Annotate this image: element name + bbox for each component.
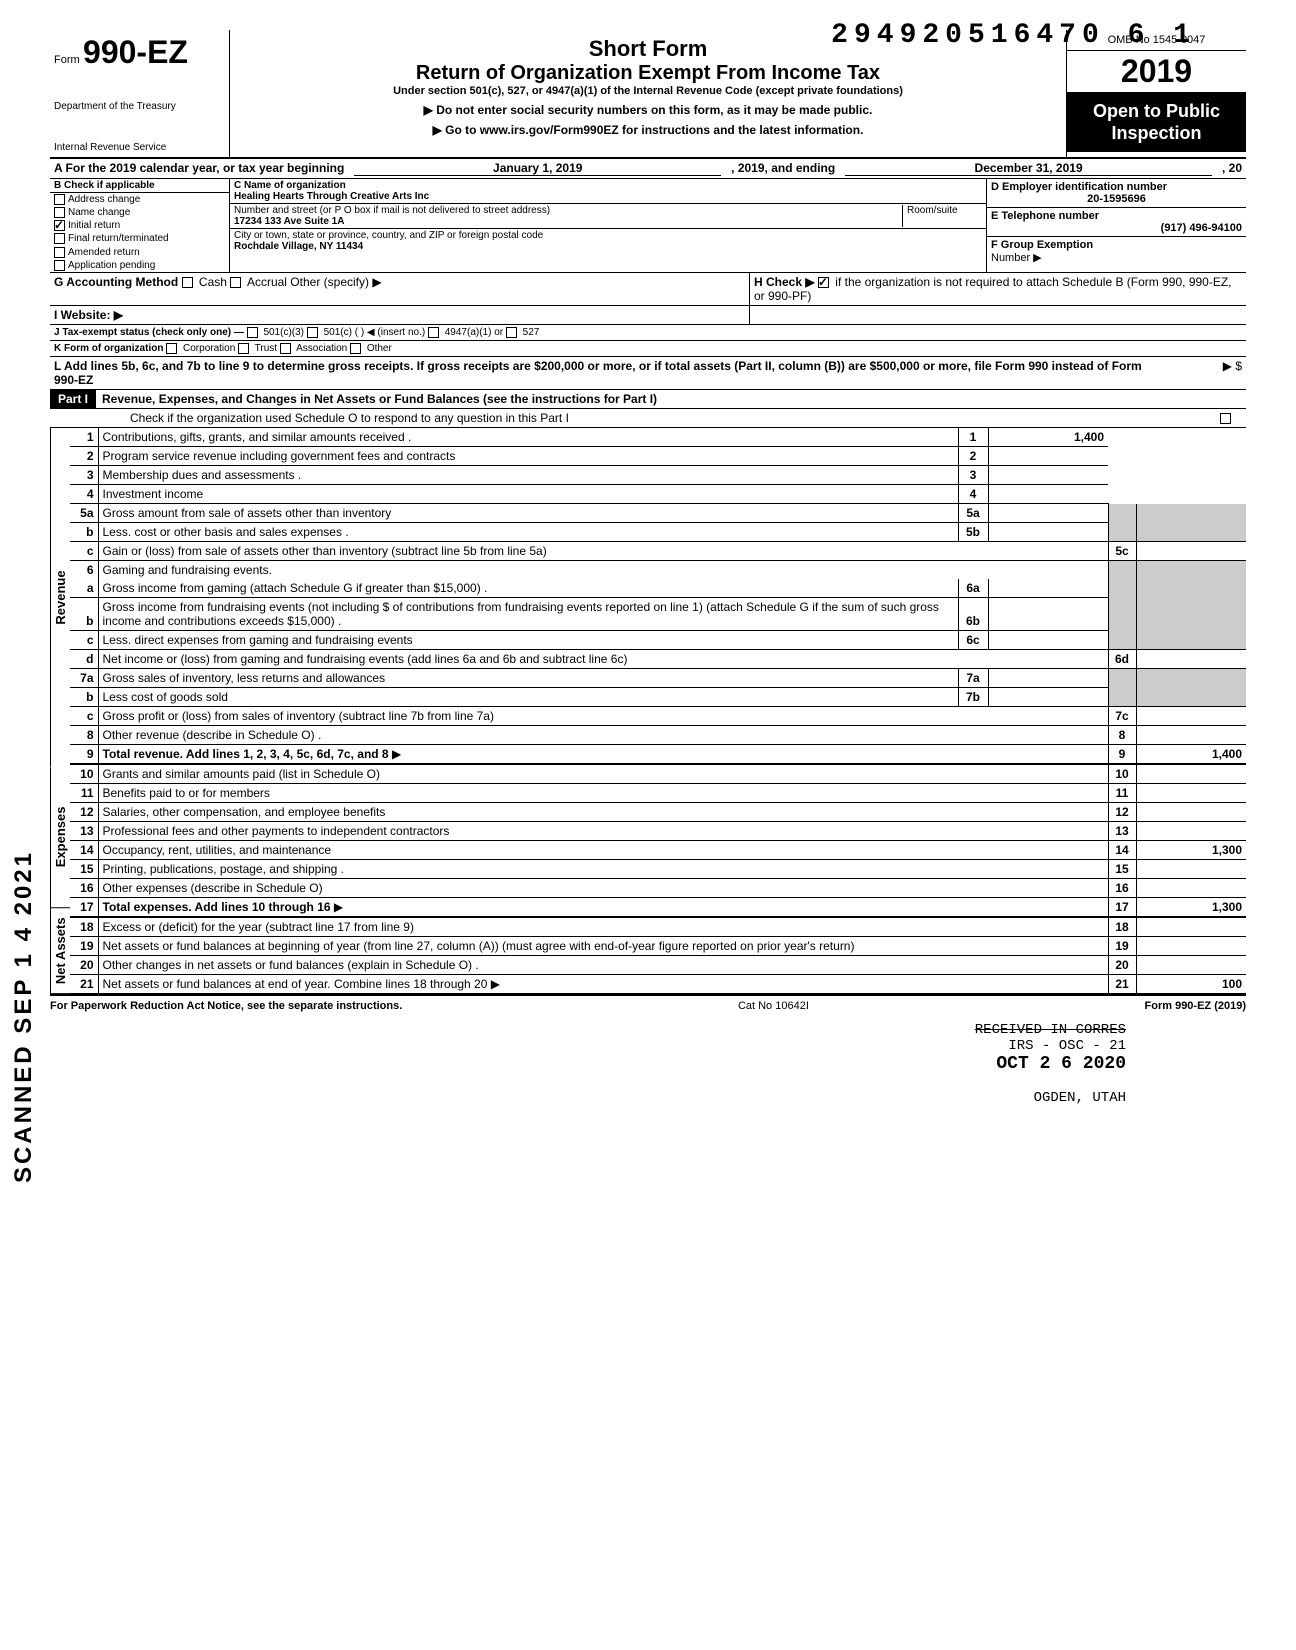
part-1-check-text: Check if the organization used Schedule … [50,409,1216,427]
i-label: I Website: ▶ [50,306,750,324]
lbl-final-return: Final return/terminated [68,234,169,245]
check-name-change[interactable] [54,207,65,218]
check-assoc[interactable] [280,343,291,354]
part-1-check-row: Check if the organization used Schedule … [50,409,1246,428]
e-label: E Telephone number [991,210,1099,222]
scanned-stamp: SCANNED SEP 1 4 2021 [10,850,38,1183]
row-j: J Tax-exempt status (check only one) — 5… [50,325,1246,341]
line-a-mid: , 2019, and ending [731,161,835,176]
form-prefix: Form [54,54,80,66]
section-bcdef: B Check if applicable Address change Nam… [50,179,1246,273]
part-1-title: Revenue, Expenses, and Changes in Net As… [96,390,663,408]
c-label: C Name of organization [234,180,346,191]
expenses-vert-label: Expenses [50,767,70,908]
dln-stamp: 294920516470 6 1 [831,20,1196,51]
phone: (917) 496-94100 [991,222,1242,234]
check-trust[interactable] [238,343,249,354]
tax-year: 20201919 [1067,51,1246,93]
lbl-initial-return: Initial return [68,220,120,231]
return-title: Return of Organization Exempt From Incom… [236,62,1060,85]
row-i: I Website: ▶ [50,306,1246,325]
room-label: Room/suite [902,205,982,227]
check-527[interactable] [506,327,517,338]
lbl-name-change: Name change [68,207,130,218]
instruction-1: ▶ Do not enter social security numbers o… [236,103,1060,117]
form-number: 990-EZ [83,34,188,70]
lbl-pending: Application pending [68,260,155,271]
lbl-corp: Corporation [183,343,235,354]
part-1-header: Part I Revenue, Expenses, and Changes in… [50,390,1246,409]
netassets-vert-label: Net Assets [50,908,70,994]
check-initial-return[interactable] [54,220,65,231]
under-section: Under section 501(c), 527, or 4947(a)(1)… [236,85,1060,97]
instruction-2: ▶ Go to www.irs.gov/Form990EZ for instru… [236,123,1060,137]
tax-year-begin: January 1, 2019 [354,161,721,176]
k-label: K Form of organization [54,343,163,354]
dept-treasury: Department of the Treasury [54,101,225,112]
check-other-org[interactable] [350,343,361,354]
check-schedule-o-part1[interactable] [1220,413,1231,424]
check-corp[interactable] [166,343,177,354]
row-k: K Form of organization Corporation Trust… [50,341,1246,357]
row-l: L Add lines 5b, 6c, and 7b to line 9 to … [50,357,1246,390]
lbl-cash: Cash [199,275,227,289]
check-501c[interactable] [307,327,318,338]
check-cash[interactable] [182,277,193,288]
line-a: A For the 2019 calendar year, or tax yea… [50,159,1246,179]
row-g-h: G Accounting Method Cash Accrual Other (… [50,273,1246,306]
street-address: 17234 133 Ave Suite 1A [234,216,344,227]
lbl-4947: 4947(a)(1) or [445,327,503,338]
lbl-insert: ) ◀ (insert no.) [361,327,425,338]
lbl-other-org: Other [367,343,392,354]
check-final-return[interactable] [54,233,65,244]
tax-year-end: December 31, 2019 [845,161,1212,176]
cat-no: Cat No 10642I [738,1000,809,1012]
lbl-assoc: Association [296,343,347,354]
lbl-501c: 501(c) ( [324,327,358,338]
lines-table: 1Contributions, gifts, grants, and simil… [70,428,1246,994]
lbl-address-change: Address change [68,194,140,205]
lbl-accrual: Accrual [247,275,287,289]
part-1-label: Part I [50,390,96,408]
city-state-zip: Rochdale Village, NY 11434 [234,241,363,252]
lbl-amended: Amended return [68,247,140,258]
check-pending[interactable] [54,260,65,271]
check-accrual[interactable] [230,277,241,288]
b-label: B Check if applicable [50,179,229,193]
check-schedule-b[interactable] [818,277,829,288]
f-label2: Number ▶ [991,252,1042,264]
check-4947[interactable] [428,327,439,338]
paperwork-notice: For Paperwork Reduction Act Notice, see … [50,1000,402,1012]
line-a-prefix: A For the 2019 calendar year, or tax yea… [54,161,344,176]
city-label: City or town, state or province, country… [234,230,543,241]
received-stamp: RECEIVED IN CORRES IRS - OSC - 21 OCT 2 … [50,1022,1246,1106]
check-address-change[interactable] [54,194,65,205]
l-text: L Add lines 5b, 6c, and 7b to line 9 to … [54,359,1142,387]
f-label: F Group Exemption [991,239,1093,251]
line-a-suffix: , 20 [1222,161,1242,176]
lbl-other-method: Other (specify) ▶ [290,275,381,289]
addr-label: Number and street (or P O box if mail is… [234,205,550,216]
lbl-trust: Trust [255,343,277,354]
open-to-public: Open to Public Inspection [1067,93,1246,152]
page-footer: For Paperwork Reduction Act Notice, see … [50,996,1246,1012]
form-ref: Form 990-EZ (2019) [1145,1000,1246,1012]
dept-irs: Internal Revenue Service [54,142,225,153]
revenue-vert-label: Revenue [50,428,70,767]
check-501c3[interactable] [247,327,258,338]
org-name: Healing Hearts Through Creative Arts Inc [234,191,429,202]
h-label: H Check ▶ [754,275,815,289]
check-amended[interactable] [54,247,65,258]
j-label: J Tax-exempt status (check only one) — [54,327,244,338]
l-arrow: ▶ $ [1146,357,1246,389]
lbl-501c3: 501(c)(3) [263,327,304,338]
g-label: G Accounting Method [54,275,178,289]
lbl-527: 527 [523,327,540,338]
ein: 20-1595696 [991,193,1242,205]
d-label: D Employer identification number [991,181,1167,193]
